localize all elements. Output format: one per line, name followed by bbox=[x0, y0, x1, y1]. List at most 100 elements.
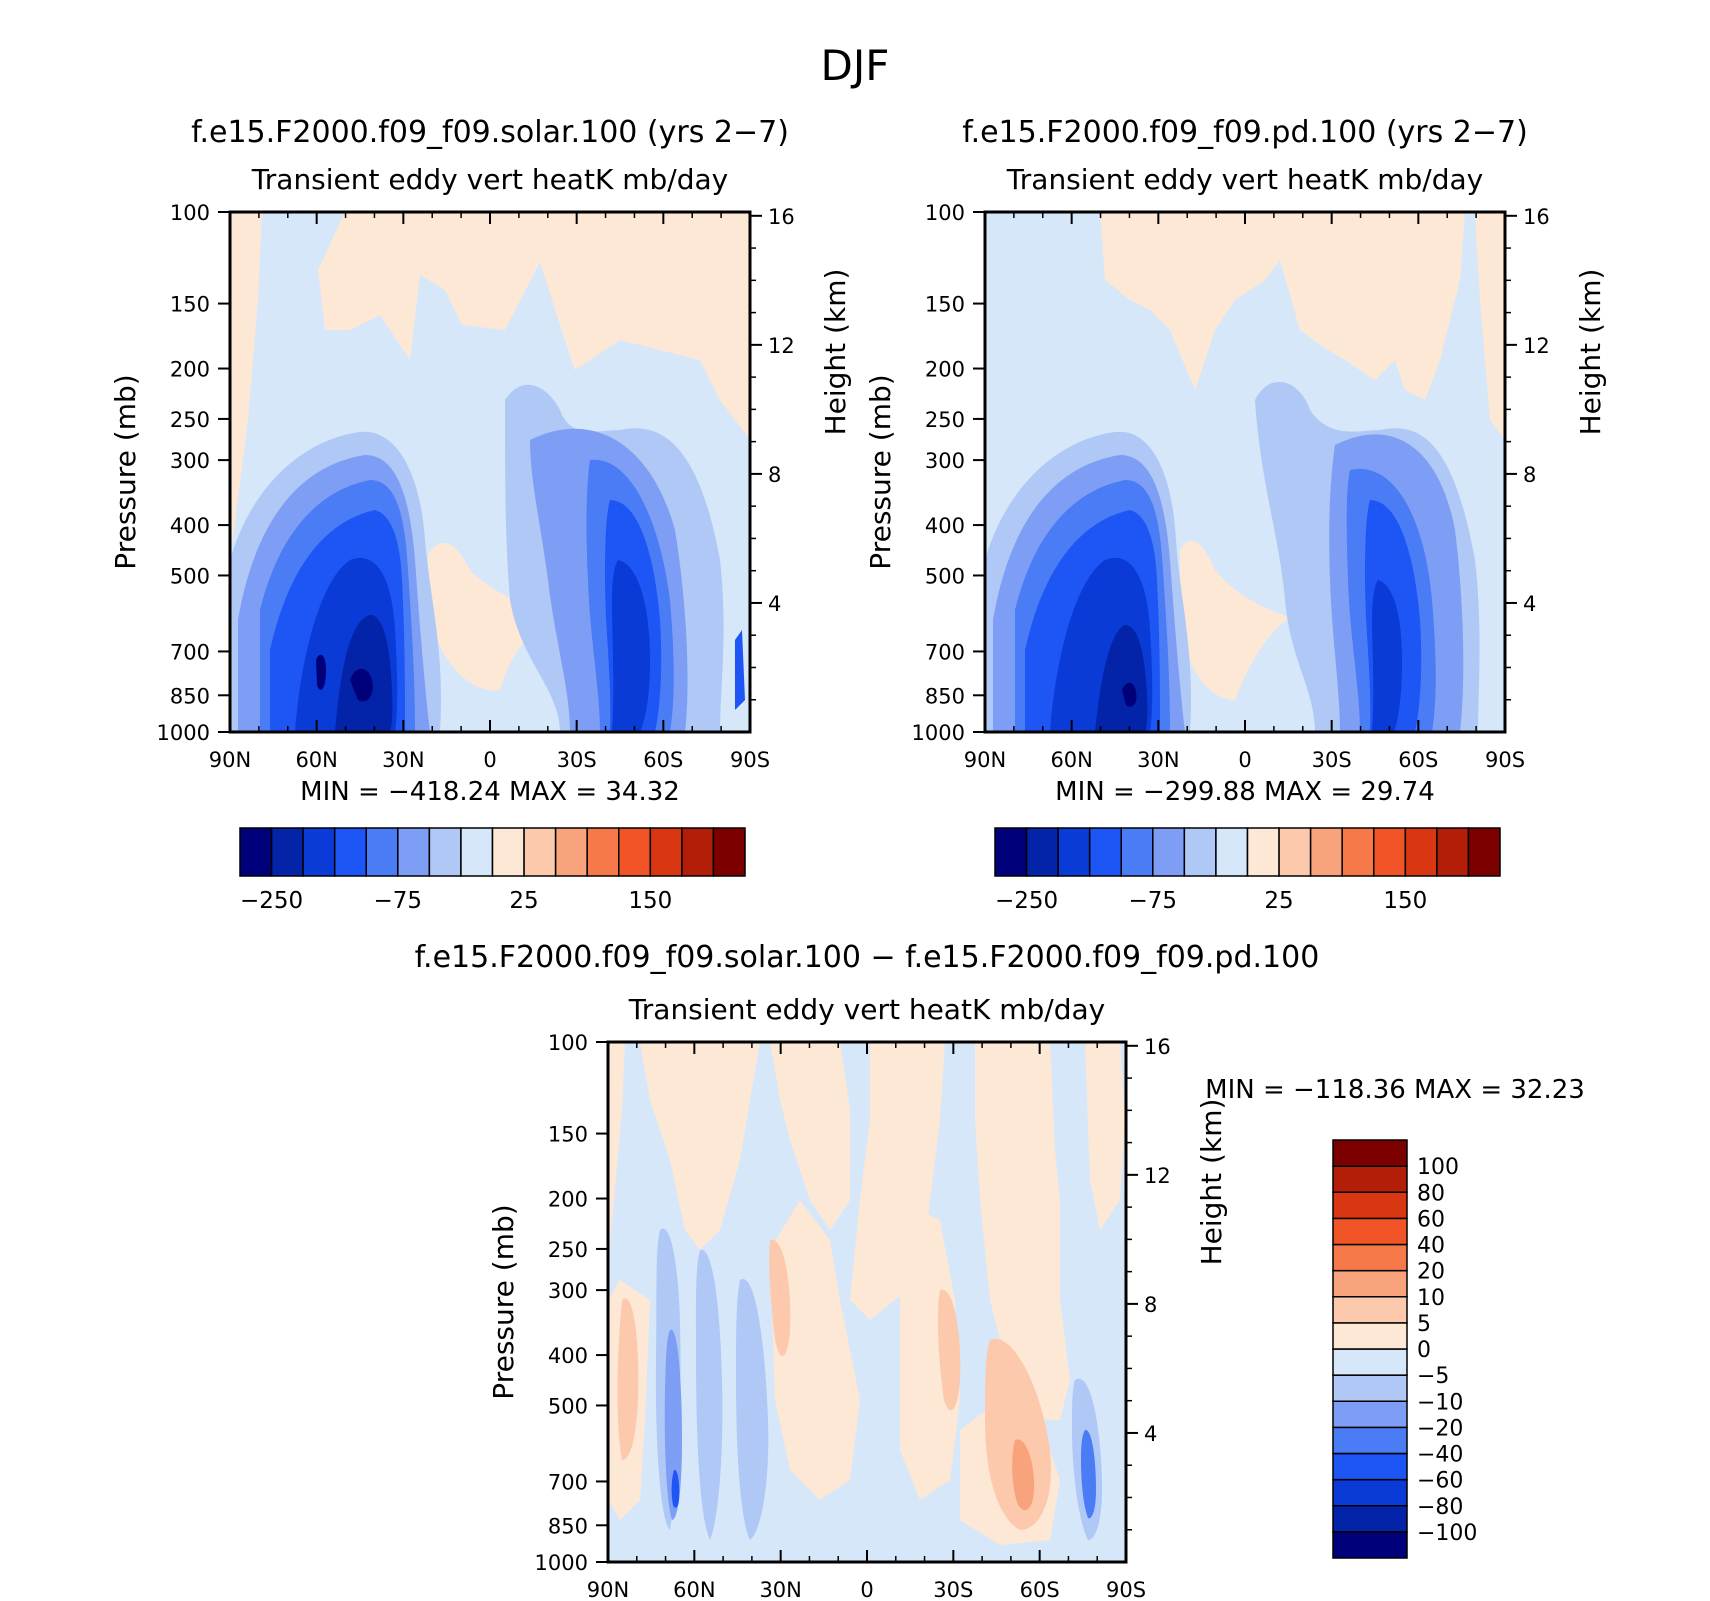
min-max-label: MIN = −118.36 MAX = 32.23 bbox=[1205, 1075, 1585, 1105]
x-tick-label: 60S bbox=[1020, 1578, 1060, 1601]
colorbar-label: 80 bbox=[1417, 1181, 1445, 1206]
colorbar-swatch bbox=[1278, 827, 1312, 877]
y2-axis-label: Height (km) bbox=[1195, 1099, 1228, 1266]
colorbar-swatch bbox=[1332, 1269, 1408, 1298]
y2-tick-label: 12 bbox=[768, 334, 795, 358]
y-tick-label: 300 bbox=[548, 1279, 588, 1303]
y-tick-label: 500 bbox=[925, 564, 965, 588]
y-tick-label: 500 bbox=[548, 1394, 588, 1418]
y-tick-label: 200 bbox=[548, 1188, 588, 1212]
x-tick-label: 90S bbox=[1485, 748, 1525, 772]
chart-subtitle: Transient eddy vert heatK mb/day bbox=[251, 163, 728, 196]
x-tick-label: 90N bbox=[964, 748, 1006, 772]
y-tick-label: 850 bbox=[548, 1514, 588, 1538]
colorbar-swatch bbox=[1436, 827, 1470, 877]
x-tick-label: 90N bbox=[209, 748, 251, 772]
colorbar-label: −75 bbox=[374, 888, 423, 914]
page-title: DJF bbox=[821, 41, 890, 90]
colorbar-label: −5 bbox=[1417, 1364, 1449, 1389]
y-tick-label: 850 bbox=[170, 684, 210, 708]
colorbar-label: −80 bbox=[1417, 1495, 1463, 1520]
y-tick-label: 250 bbox=[170, 408, 210, 432]
colorbar-swatch bbox=[1332, 1243, 1408, 1272]
colorbar-swatch bbox=[712, 827, 746, 877]
y-tick-label: 400 bbox=[170, 514, 210, 538]
colorbar-swatch bbox=[1088, 827, 1122, 877]
colorbar-swatch bbox=[1120, 827, 1154, 877]
y2-axis-label: Height (km) bbox=[1574, 269, 1607, 436]
colorbar-swatch bbox=[586, 827, 620, 877]
chart-panel-difference: f.e15.F2000.f09_f09.solar.100 − f.e15.F2… bbox=[415, 940, 1320, 1562]
colorbar-swatch bbox=[1332, 1400, 1408, 1429]
chart-panel-pd: f.e15.F2000.f09_f09.pd.100 (yrs 2−7) Tra… bbox=[962, 115, 1528, 732]
colorbar-swatch bbox=[1341, 827, 1375, 877]
x-tick-label: 30N bbox=[382, 748, 424, 772]
colorbar-swatch bbox=[1467, 827, 1501, 877]
x-tick-label: 0 bbox=[483, 748, 496, 772]
y2-tick-label: 16 bbox=[1523, 205, 1550, 229]
y-tick-label: 100 bbox=[925, 201, 965, 225]
colorbar-label: 0 bbox=[1417, 1338, 1431, 1363]
x-tick-label: 90S bbox=[730, 748, 770, 772]
y2-tick-label: 12 bbox=[1144, 1164, 1171, 1188]
y-tick-label: 100 bbox=[170, 201, 210, 225]
colorbar-label: −20 bbox=[1417, 1416, 1463, 1441]
colorbar-swatch bbox=[1404, 827, 1438, 877]
y-axis-label: Pressure (mb) bbox=[864, 374, 897, 569]
chart-title: f.e15.F2000.f09_f09.pd.100 (yrs 2−7) bbox=[962, 115, 1528, 150]
colorbar-swatch bbox=[523, 827, 557, 877]
y2-tick-label: 4 bbox=[1144, 1422, 1157, 1446]
y-tick-label: 1000 bbox=[912, 721, 965, 745]
chart-title: f.e15.F2000.f09_f09.solar.100 (yrs 2−7) bbox=[191, 115, 789, 150]
chart-subtitle: Transient eddy vert heatK mb/day bbox=[1006, 163, 1483, 196]
min-max-label: MIN = −418.24 MAX = 34.32 bbox=[300, 777, 680, 807]
colorbar-swatch bbox=[1332, 1296, 1408, 1324]
min-max-label: MIN = −299.88 MAX = 29.74 bbox=[1055, 777, 1435, 807]
chart-title: f.e15.F2000.f09_f09.solar.100 − f.e15.F2… bbox=[415, 940, 1320, 975]
colorbar-swatch bbox=[1332, 1452, 1408, 1481]
y-tick-label: 400 bbox=[548, 1344, 588, 1368]
y-tick-label: 200 bbox=[170, 358, 210, 382]
colorbar-swatch bbox=[1025, 827, 1059, 877]
colorbar-label: 25 bbox=[509, 888, 538, 914]
contour-field bbox=[608, 1042, 1126, 1562]
colorbar-swatch bbox=[554, 827, 588, 877]
y2-tick-label: 8 bbox=[1523, 463, 1536, 487]
colorbar-swatch bbox=[397, 827, 431, 877]
chart-subtitle: Transient eddy vert heatK mb/day bbox=[628, 993, 1105, 1026]
y-tick-label: 200 bbox=[925, 358, 965, 382]
y2-tick-label: 4 bbox=[1523, 592, 1536, 616]
colorbar-swatch bbox=[1332, 1217, 1408, 1246]
colorbar-swatch bbox=[1332, 1374, 1408, 1402]
y-axis-label: Pressure (mb) bbox=[109, 374, 142, 569]
colorbar-swatch bbox=[302, 827, 336, 877]
y-tick-label: 700 bbox=[548, 1470, 588, 1494]
y-tick-label: 150 bbox=[925, 293, 965, 317]
colorbar-label: 10 bbox=[1417, 1286, 1445, 1311]
colorbar-label: 150 bbox=[628, 888, 672, 914]
colorbar-label: 100 bbox=[1417, 1155, 1459, 1180]
colorbar-swatch bbox=[618, 827, 652, 877]
y-tick-label: 100 bbox=[548, 1031, 588, 1055]
x-tick-label: 0 bbox=[860, 1578, 873, 1601]
y2-tick-label: 16 bbox=[768, 205, 795, 229]
colorbar-swatch bbox=[1057, 827, 1091, 877]
colorbar-swatch bbox=[1183, 827, 1217, 877]
colorbar-swatch bbox=[1332, 1165, 1408, 1193]
colorbar-swatch bbox=[1309, 827, 1343, 877]
x-tick-label: 30S bbox=[557, 748, 597, 772]
colorbar-label: −250 bbox=[240, 888, 303, 914]
colorbar-swatch bbox=[1332, 1139, 1408, 1167]
axes-layer: 100150200250300400500700850100048121690N… bbox=[109, 201, 1607, 1601]
colorbar-label: 20 bbox=[1417, 1260, 1445, 1285]
y2-tick-label: 16 bbox=[1144, 1035, 1171, 1059]
colorbar-swatch bbox=[270, 827, 304, 877]
contour-field bbox=[985, 212, 1505, 732]
y-tick-label: 150 bbox=[170, 293, 210, 317]
colorbar-label: −60 bbox=[1417, 1469, 1463, 1494]
contour-field bbox=[230, 212, 750, 732]
colorbar-swatch bbox=[681, 827, 715, 877]
y-tick-label: 850 bbox=[925, 684, 965, 708]
colorbar-label: 25 bbox=[1264, 888, 1293, 914]
colorbar-swatch bbox=[1332, 1478, 1408, 1507]
